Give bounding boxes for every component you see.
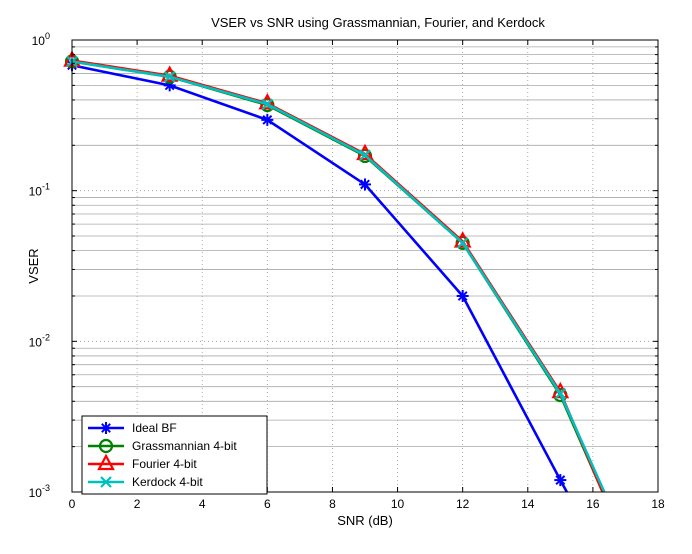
legend-label: Grassmannian 4-bit [132,439,237,453]
legend-label: Kerdock 4-bit [132,475,203,489]
y-tick-label: 10-3 [29,483,50,500]
x-tick-label: 12 [456,497,470,511]
plot-frame [71,39,659,493]
data-point [456,289,469,302]
x-tick-label: 8 [329,497,336,511]
x-axis-label: SNR (dB) [337,513,393,528]
y-tick-label: 10-2 [29,332,50,349]
x-tick-label: 10 [391,497,405,511]
data-point [163,71,176,83]
y-tick-label: 100 [32,31,50,48]
legend-label: Fourier 4-bit [132,457,197,471]
x-tick-label: 16 [586,497,600,511]
x-tick-label: 4 [199,497,206,511]
y-axis-label: VSER [26,248,41,283]
data-point [359,178,371,191]
data-point [261,98,274,110]
data-point [261,113,274,126]
x-tick-label: 14 [521,497,535,511]
data-point [456,237,469,249]
x-tick-label: 0 [69,497,76,511]
tick-labels: 0 2 4 6 8 10 12 14 16 18 100 10-1 10-2 10-3 [29,31,665,511]
series-group [63,50,606,493]
legend-marker [100,476,112,488]
chart-title: VSER vs SNR using Grassmannian, Fourier,… [211,15,545,30]
data-point [554,387,567,400]
data-point [359,149,371,161]
legend-marker [100,422,112,434]
legend: Ideal BF Grassmannian 4-bit Fourier 4-bit K… [81,415,268,495]
legend-marker [97,453,115,471]
x-tick-label: 2 [134,497,141,511]
x-tick-label: 18 [651,497,665,511]
legend-label: Ideal BF [132,421,177,435]
grid [72,40,658,492]
y-tick-label: 10-1 [29,182,50,199]
x-tick-label: 6 [264,497,271,511]
data-point [554,474,567,487]
legend-marker [98,438,114,454]
